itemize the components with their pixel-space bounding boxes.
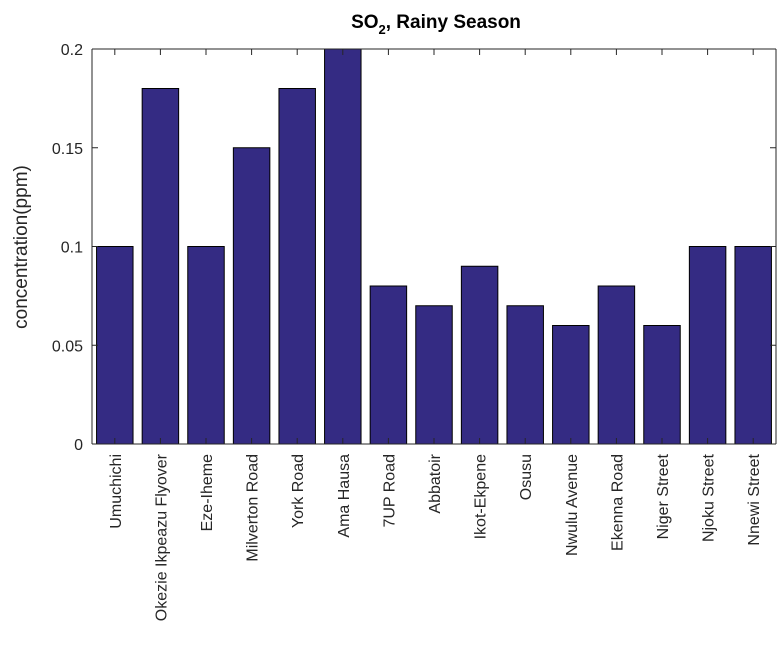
title-rest: , Rainy Season	[386, 12, 521, 33]
y-tick-label-4: 0.2	[61, 42, 83, 59]
y-tick-label-2: 0.1	[61, 240, 83, 257]
bar-7	[415, 305, 453, 445]
bar-1	[141, 88, 180, 445]
x-tick-label-1: Okezie Ikpeazu Flyover	[153, 453, 170, 621]
x-tick-label-2: Eze-Iheme	[199, 454, 216, 531]
bar-3	[232, 147, 271, 445]
x-tick-label-13: Njoku Street	[701, 453, 718, 542]
x-tick-label-10: Nwulu Avenue	[564, 454, 581, 556]
bar-8	[460, 265, 499, 445]
chart-title: SO2, Rainy Season	[351, 12, 521, 37]
y-tick-label-0: 0	[74, 437, 83, 454]
x-tick-label-0: Umuchichi	[108, 454, 125, 529]
x-tick-label-3: Milverton Road	[245, 454, 262, 562]
x-tick-label-11: Ekenna Road	[609, 454, 626, 551]
y-tick-label-1: 0.05	[52, 338, 83, 355]
x-tick-label-4: York Road	[290, 454, 307, 528]
bar-13	[688, 246, 727, 445]
title-subscript: 2	[379, 22, 386, 37]
y-axis-label: concentration(ppm)	[11, 165, 32, 329]
plot-area: 0 0.05 0.1 0.15 0.2 Umuchichi Okezie Ikpeazu F…	[52, 42, 777, 621]
x-tick-label-8: Ikot-Ekpene	[473, 454, 490, 539]
bar-6	[369, 285, 408, 445]
bar-14	[734, 246, 772, 445]
bar-12	[643, 325, 681, 445]
x-tick-label-9: Osusu	[518, 454, 535, 500]
x-tick-label-12: Niger Street	[655, 453, 672, 539]
bar-10	[552, 325, 590, 445]
y-tick-label-3: 0.15	[52, 141, 83, 158]
bar-11	[597, 285, 636, 445]
bar-0	[96, 246, 134, 445]
bar-2	[187, 246, 225, 445]
bar-9	[506, 305, 544, 445]
x-tick-label-7: Abbatoir	[427, 453, 444, 513]
title-main: SO	[351, 12, 378, 33]
bar-5	[324, 48, 362, 445]
bar-4	[278, 88, 316, 445]
x-tick-label-14: Nnewi Street	[746, 453, 763, 545]
x-tick-label-5: Ama Hausa	[336, 454, 353, 538]
x-tick-label-6: 7UP Road	[381, 454, 398, 528]
